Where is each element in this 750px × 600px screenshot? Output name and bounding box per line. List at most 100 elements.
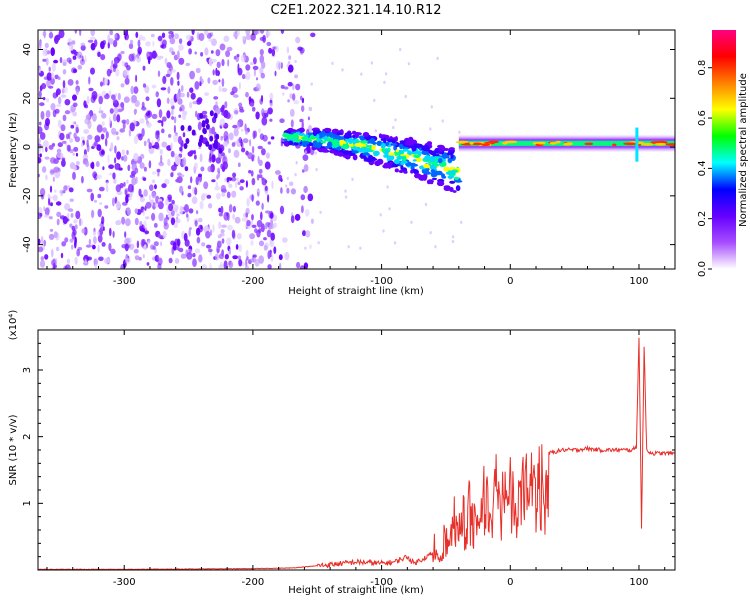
spectrogram-noise-cell [394, 118, 397, 122]
spectrogram-noise-cell [225, 112, 231, 119]
spectrogram-signal-cell [353, 146, 361, 152]
spectrogram-noise-cell [220, 135, 223, 141]
spectrogram-noise-cell [264, 185, 268, 191]
spectrogram-noise-cell [255, 83, 261, 92]
spectrogram-noise-cell [200, 52, 204, 57]
spectrogram-signal-cell [388, 152, 395, 156]
spectrogram-noise-cell [67, 79, 74, 86]
spectrogram-noise-cell [278, 174, 283, 182]
spectrogram-noise-cell [301, 169, 305, 173]
spectrogram-noise-cell [295, 161, 298, 165]
spectrogram-noise-cell [127, 207, 131, 216]
spectrogram-noise-cell [137, 46, 142, 55]
spectrogram-noise-cell [232, 124, 238, 129]
spectrogram-noise-cell [90, 67, 95, 75]
spectrogram-signal-cell [342, 150, 351, 156]
spectrogram-noise-cell [69, 223, 73, 228]
spectrogram-noise-cell [238, 102, 243, 108]
spectrogram-signal-cell [208, 144, 213, 151]
spectrogram-noise-cell [166, 62, 172, 69]
spectrogram-noise-cell [228, 132, 234, 141]
spectrogram-noise-cell [374, 129, 377, 133]
spectrogram-signal-cell [363, 155, 367, 160]
spectrogram-noise-cell [233, 55, 237, 60]
spectrogram-noise-cell [171, 32, 174, 39]
spectrogram-noise-cell [145, 201, 152, 209]
spectrogram-signal-cell [191, 129, 196, 136]
spectrogram-noise-cell [304, 209, 310, 217]
spectrogram-noise-cell [200, 166, 205, 172]
spectrogram-noise-cell [245, 91, 249, 98]
spectrogram-noise-cell [104, 94, 110, 100]
spectrogram-noise-cell [393, 241, 397, 245]
spectrogram-noise-cell [147, 239, 151, 245]
spectrogram-noise-cell [96, 124, 103, 133]
spectrogram-noise-cell [135, 74, 138, 83]
spectrogram-noise-cell [95, 161, 100, 168]
spectrogram-noise-cell [124, 231, 127, 238]
spectrogram-noise-cell [99, 202, 103, 206]
spectrogram-noise-cell [146, 262, 150, 266]
spectrogram-noise-cell [251, 106, 256, 112]
spectrogram-noise-cell [220, 184, 227, 193]
spectrogram-noise-cell [166, 97, 170, 104]
spectrogram-signal-cell [421, 147, 425, 151]
spectrogram-noise-cell [128, 196, 132, 201]
spectrogram-noise-cell [166, 110, 171, 119]
spectrogram-signal-cell [376, 158, 384, 165]
spectrogram-signal-cell [339, 139, 345, 144]
spectrogram-band-peak [501, 141, 508, 145]
spectrogram-noise-cell [39, 212, 43, 217]
spectrogram-noise-cell [167, 158, 171, 167]
spectrogram-noise-cell [270, 136, 275, 140]
spectrogram-x-tick-label: -300 [113, 276, 136, 287]
spectrogram-signal-cell [391, 143, 398, 146]
spectrogram-noise-cell [178, 44, 184, 51]
snr-x-tick-label: -100 [370, 577, 393, 588]
spectrogram-noise-cell [221, 224, 227, 228]
spectrogram-noise-cell [131, 177, 137, 186]
spectrogram-noise-cell [205, 230, 211, 239]
spectrogram-noise-cell [179, 146, 183, 152]
spectrogram-noise-cell [90, 30, 95, 37]
spectrogram-noise-cell [267, 264, 272, 269]
spectrogram-noise-cell [245, 71, 251, 81]
spectrogram-noise-cell [386, 185, 389, 189]
spectrogram-noise-cell [144, 85, 150, 94]
spectrogram-noise-cell [251, 214, 254, 221]
spectrogram-noise-cell [203, 181, 209, 190]
spectrogram-noise-cell [48, 196, 53, 200]
spectrogram-noise-cell [54, 74, 59, 80]
spectrogram-signal-cell [199, 112, 204, 119]
spectrogram-noise-cell [257, 30, 260, 34]
spectrogram-signal-cell [353, 150, 358, 153]
spectrogram-noise-cell [178, 57, 185, 65]
spectrogram-noise-cell [143, 166, 147, 172]
spectrogram-noise-cell [46, 78, 51, 88]
spectrogram-noise-cell [207, 248, 213, 253]
spectrogram-noise-cell [266, 30, 271, 37]
spectrogram-noise-cell [52, 176, 55, 182]
spectrogram-signal-cell [378, 133, 383, 139]
spectrogram-noise-cell [256, 220, 263, 228]
spectrogram-noise-cell [143, 189, 148, 197]
spectrogram-noise-cell [171, 109, 174, 116]
spectrogram-noise-cell [301, 105, 305, 112]
spectrogram-noise-cell [74, 236, 77, 246]
spectrogram-noise-cell [317, 241, 320, 245]
spectrogram-noise-cell [185, 62, 191, 67]
spectrogram-noise-cell [66, 133, 69, 140]
spectrogram-noise-cell [112, 172, 116, 180]
spectrogram-noise-cell [131, 170, 136, 176]
spectrogram-signal-cell [325, 128, 332, 133]
spectrogram-noise-cell [121, 60, 126, 67]
spectrogram-noise-cell [102, 166, 105, 171]
spectrogram-signal-cell [293, 142, 299, 146]
spectrogram-signal-cell [337, 131, 342, 136]
spectrogram-noise-cell [164, 178, 170, 185]
spectrogram-noise-cell [104, 205, 109, 209]
spectrogram-noise-cell [80, 136, 85, 141]
spectrogram-noise-cell [201, 193, 207, 197]
spectrogram-noise-cell [96, 174, 102, 180]
spectrogram-noise-cell [283, 86, 289, 90]
